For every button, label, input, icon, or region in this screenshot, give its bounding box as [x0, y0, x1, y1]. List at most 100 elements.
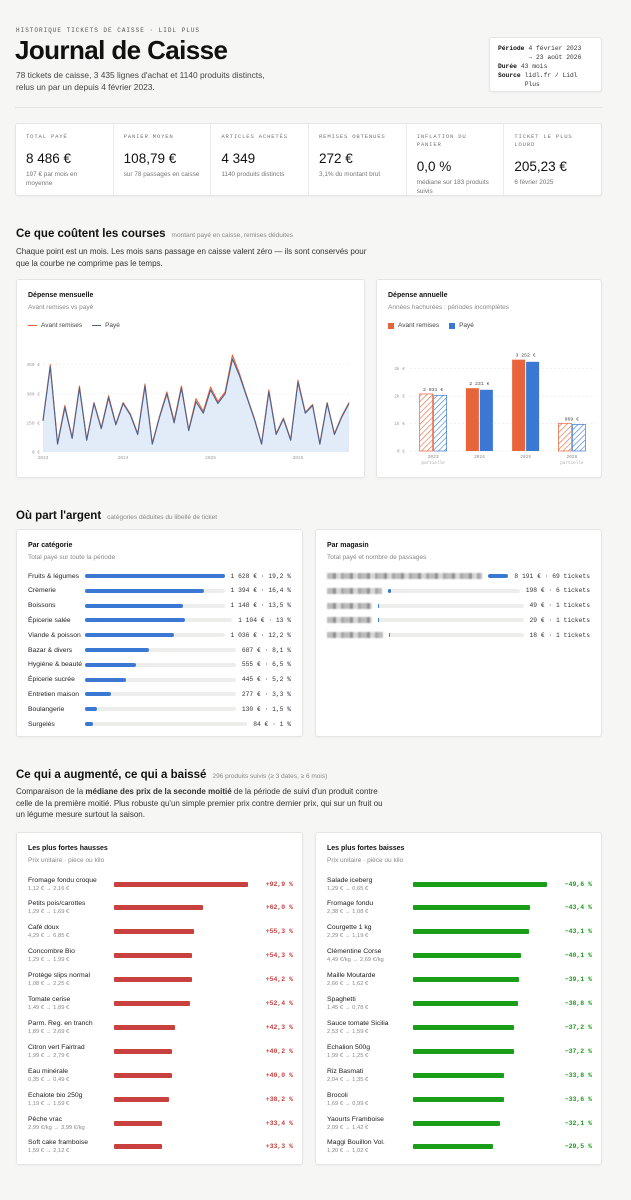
- bar-track: [85, 618, 233, 623]
- divider: [15, 107, 602, 108]
- kpi-value: 4 349: [221, 151, 256, 166]
- store-row: 29 € · 1 tickets: [327, 613, 590, 627]
- bar: [114, 881, 248, 887]
- bar: [85, 603, 184, 608]
- bar-area: [114, 953, 248, 959]
- legend: Avant remises Payé: [28, 322, 120, 329]
- bar: [413, 977, 519, 983]
- section-title: Où part l'argent: [16, 510, 102, 522]
- product-name: Citron vert Fairtrad: [28, 1043, 85, 1051]
- card-subtitle: Total payé et nombre de passages: [327, 554, 427, 561]
- meta-row: Période 4 février 2023 → 23 août 2026: [498, 44, 593, 62]
- y-tick-label: 0 €: [397, 449, 405, 455]
- category-row: Boissons 1 148 € · 13,5 %: [28, 599, 291, 613]
- kpi-value: 108,79 €: [123, 151, 177, 166]
- product-prices: 1,49 € → 1,89 €: [28, 1005, 70, 1011]
- product-prices: 4,29 € → 6,85 €: [28, 933, 70, 940]
- product-prices: 4,49 €/kg → 2,69 €/kg: [327, 957, 384, 964]
- product-prices: 1,29 € → 1,99 €: [28, 957, 70, 964]
- product-name: Petits pois/carottes: [28, 900, 86, 908]
- product: Tomate cerise 1,49 € → 1,89 €: [28, 996, 114, 1011]
- value-label: 3 252 €: [516, 353, 536, 359]
- product: Concombre Bio 1,29 € → 1,99 €: [28, 948, 114, 963]
- chart-title: Dépense mensuelle: [28, 292, 94, 299]
- product: Café doux 4,29 € → 6,85 €: [28, 924, 114, 939]
- product-name: Brocoli: [327, 1091, 348, 1099]
- meta-value: 43 mois: [521, 62, 547, 71]
- kpi-label: TICKET LE PLUS LOURD: [514, 133, 573, 148]
- legend-swatch: [449, 322, 456, 329]
- bar: [114, 1024, 175, 1030]
- value-label: +92,9 %: [265, 880, 293, 888]
- bar-area: [114, 1024, 248, 1030]
- price-row: Courgette 1 kg 2,29 € → 1,19 € −43,1 %: [327, 921, 592, 943]
- bar-area: [413, 977, 547, 983]
- value-label: +33,4 %: [265, 1119, 293, 1127]
- value-label: 130 € · 1,5 %: [241, 705, 291, 713]
- x-tick-label: 2024: [118, 455, 129, 461]
- value-label: 1 104 € · 13 %: [238, 616, 291, 624]
- bar-area: [413, 1072, 547, 1078]
- product-prices: 1,19 € → 1,59 €: [28, 1100, 70, 1107]
- value-label: 84 € · 1 %: [253, 720, 291, 728]
- value-label: 1 148 € · 13,5 %: [230, 602, 291, 610]
- bar-area: [413, 1048, 547, 1054]
- product: Maggi Bouillon Vol. 1,20 € → 1,02 €: [327, 1139, 413, 1154]
- y-tick-label: 1k €: [394, 421, 405, 427]
- category-row: Bazar & divers 687 € · 8,1 %: [28, 643, 291, 657]
- price-row: Maggi Bouillon Vol. 1,20 € → 1,02 € −29,5 …: [327, 1136, 592, 1158]
- bar: [85, 618, 185, 623]
- bar: [114, 929, 194, 935]
- value-label: +38,2 %: [265, 1095, 293, 1103]
- category-label: Entretien maison: [28, 690, 80, 698]
- bar: [413, 929, 530, 935]
- value-label: 969 €: [565, 416, 580, 422]
- product-name: Yaourts Framboise: [327, 1115, 384, 1123]
- x-tick-note: partielle: [422, 461, 446, 466]
- product-name: Concombre Bio: [28, 948, 75, 956]
- category-row: Entretien maison 277 € · 3,3 %: [28, 687, 291, 701]
- kpi-cell: PANIER MOYEN 108,79 € sur 78 passages en c…: [112, 124, 211, 195]
- price-row: Café doux 4,29 € → 6,85 € +55,3 %: [28, 921, 293, 943]
- x-tick-note: partielle: [560, 461, 584, 466]
- price-row: Citron vert Fairtrad 1,99 € → 2,79 € +40,2…: [28, 1040, 293, 1062]
- value-label: 2 031 €: [423, 387, 443, 393]
- bar: [488, 574, 509, 578]
- page-title: Journal de Caisse: [15, 35, 228, 65]
- price-row: Parm. Reg. en tranch 1,89 € → 2,69 € +42,3…: [28, 1016, 293, 1038]
- product-name: Maille Moutarde: [327, 972, 376, 980]
- card-title: Les plus fortes baisses: [327, 845, 405, 852]
- legend-swatch: [388, 322, 394, 329]
- text: Comparaison de la: [16, 787, 86, 796]
- card-subtitle: Total payé sur toute la période: [28, 554, 116, 561]
- product: Salade iceberg 1,29 € → 0,65 €: [327, 877, 413, 892]
- category-row: Surgelés 84 € · 1 %: [28, 717, 291, 731]
- product: Yaourts Framboise 2,09 € → 1,42 €: [327, 1116, 413, 1131]
- section-paragraph: Comparaison de la médiane des prix de la…: [16, 786, 391, 821]
- meta-line: → 23 août 2026: [528, 54, 582, 61]
- category-row: Hygiène & beauté 555 € · 6,5 %: [28, 658, 291, 672]
- legend: Avant remises Payé: [388, 322, 474, 329]
- legend-swatch: [92, 324, 102, 327]
- legend-label: Avant remises: [41, 322, 83, 329]
- y-tick-label: 150 €: [26, 420, 40, 426]
- product-prices: 1,29 € → 0,65 €: [327, 885, 369, 892]
- card-subtitle: Prix unitaire · pièce ou kilo: [327, 857, 404, 864]
- legend-label: Payé: [105, 322, 120, 329]
- bar: [572, 424, 586, 452]
- bar-track: [85, 692, 236, 697]
- chart-subtitle: Années hachurées : périodes incomplètes: [388, 304, 510, 311]
- meta-value: lidl.fr / Lidl Plus: [525, 71, 593, 89]
- bar: [388, 588, 392, 593]
- bar-track: [488, 574, 509, 578]
- price-row: Sauce tomate Sicilia 2,53 € → 1,59 € −37,2…: [327, 1016, 592, 1038]
- line: [42, 358, 350, 445]
- bar: [85, 677, 127, 682]
- x-tick-label: 2025: [205, 455, 216, 461]
- product-name: Echalote bio 250g: [28, 1091, 83, 1099]
- bar: [558, 422, 572, 452]
- bar: [413, 1072, 505, 1078]
- increases-card: Les plus fortes hausses Prix unitaire · …: [16, 832, 303, 1165]
- product: Petits pois/carottes 1,29 € → 1,69 €: [28, 900, 114, 915]
